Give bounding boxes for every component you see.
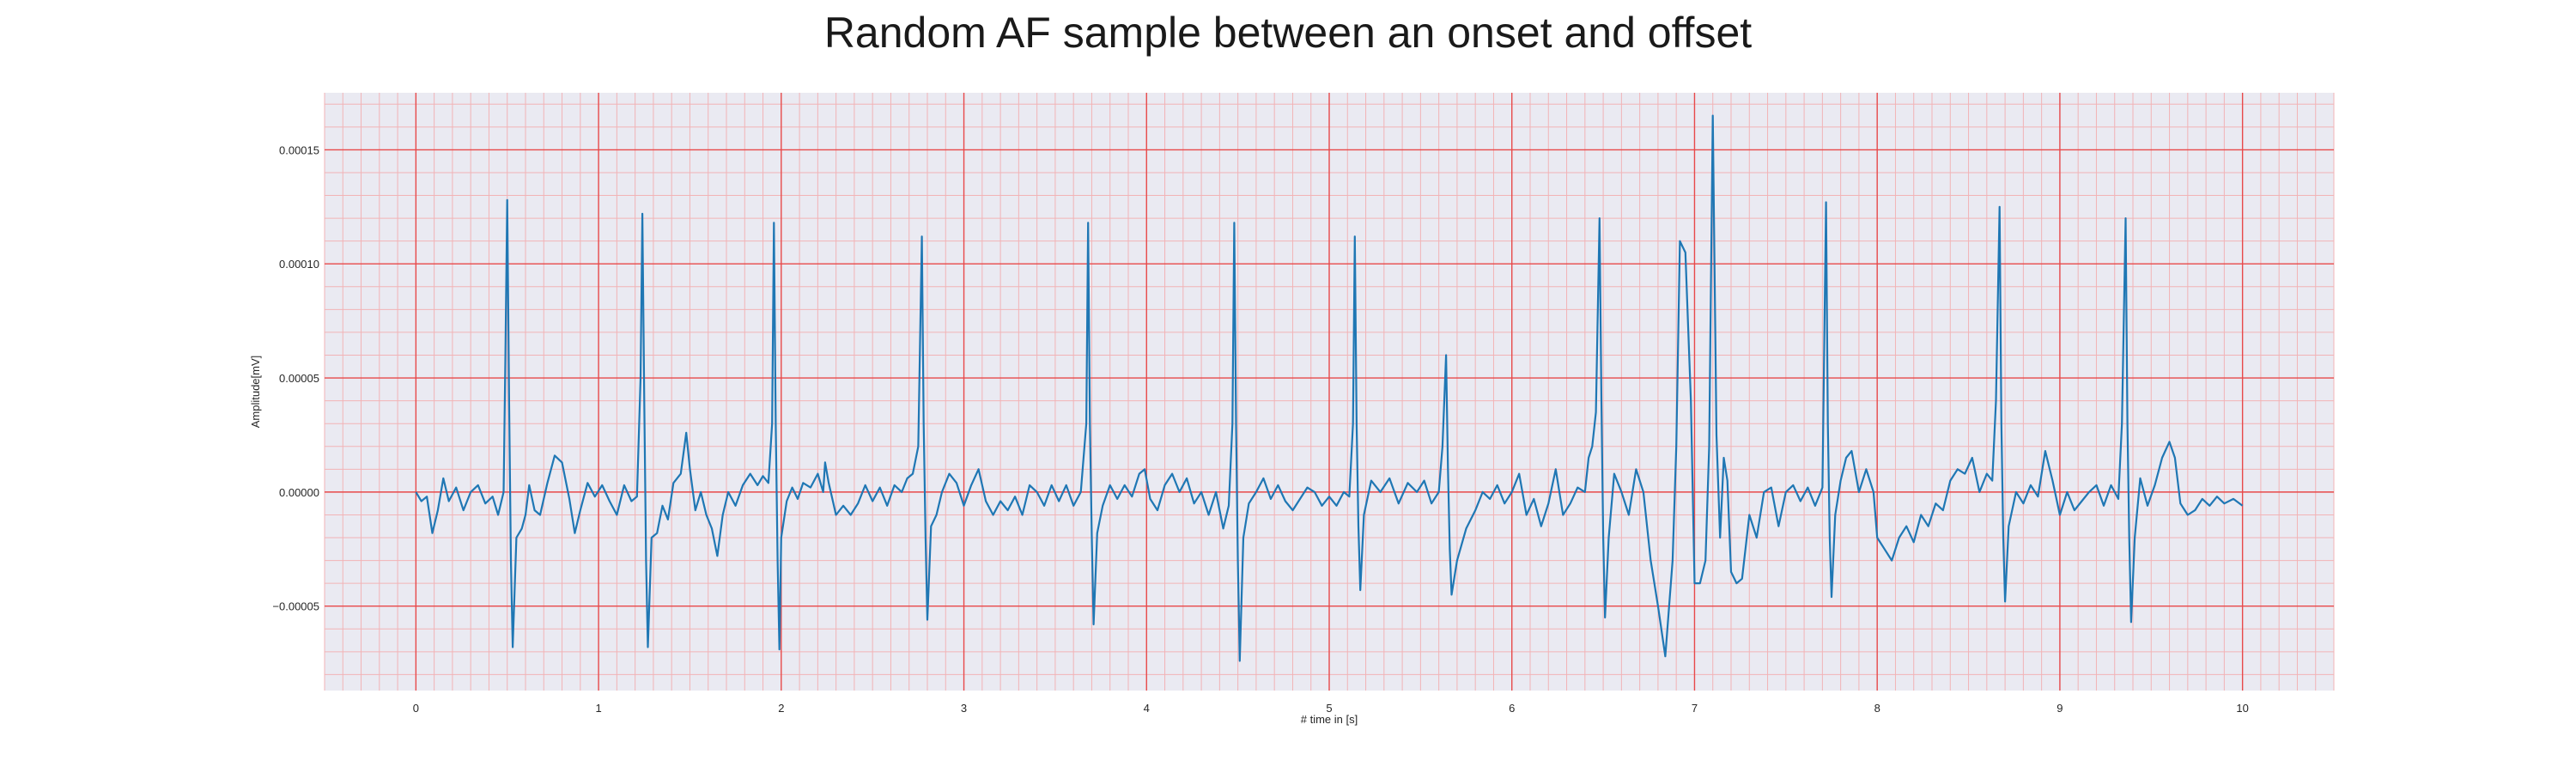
x-tick-label: 8 [1874,702,1880,715]
x-axis-label: # time in [s] [1301,713,1358,726]
x-tick-label: 3 [961,702,967,715]
series-layer [415,114,2244,662]
y-tick-label: 0.00010 [279,258,319,271]
y-tick-label: 0.00000 [279,486,319,499]
x-tick-label: 6 [1509,702,1515,715]
x-tick-label: 9 [2057,702,2063,715]
x-tick-label: 1 [595,702,601,715]
y-tick-label: 0.00005 [279,372,319,385]
ecg-signal-line [415,114,2244,662]
x-tick-labels: 0 1 2 3 4 5 6 7 8 9 10 [413,702,2249,715]
x-tick-label: 0 [413,702,419,715]
x-tick-label: 5 [1326,702,1332,715]
x-tick-label: 7 [1692,702,1698,715]
y-tick-label: 0.00015 [279,143,319,156]
y-tick-label: −0.00005 [272,600,319,613]
y-axis-label: Amplitude[mV] [249,356,262,429]
x-tick-label: 10 [2236,702,2248,715]
y-tick-labels: −0.00005 0.00000 0.00005 0.00010 0.00015 [272,143,319,612]
x-tick-label: 2 [778,702,784,715]
chart-title: Random AF sample between an onset and of… [823,9,1753,57]
x-tick-label: 4 [1144,702,1150,715]
